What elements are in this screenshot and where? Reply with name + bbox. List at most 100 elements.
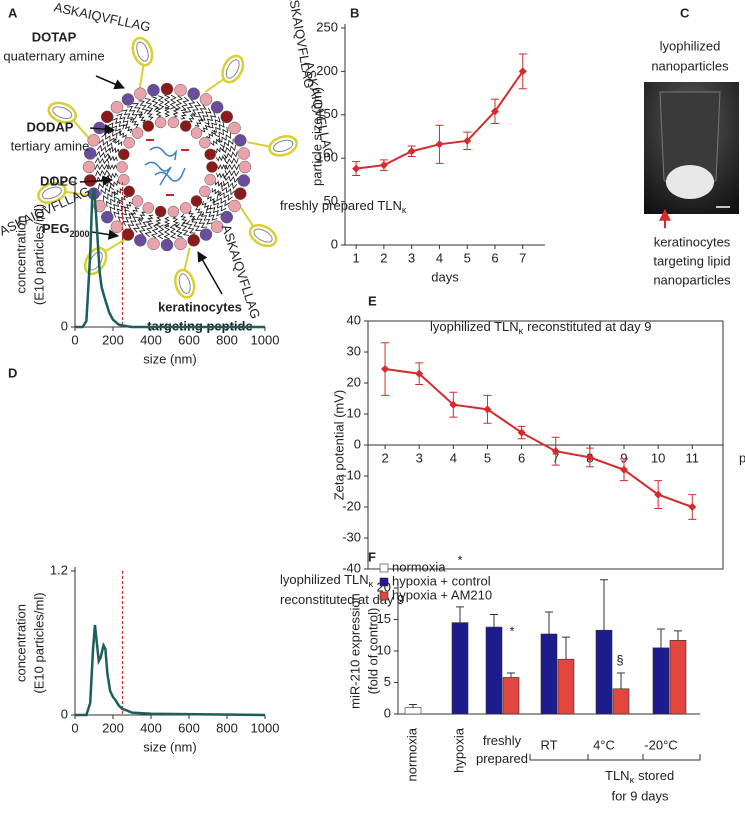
peg-loop <box>83 246 108 276</box>
y-tick-label: -20 <box>342 498 361 513</box>
data-point <box>463 136 472 145</box>
lipid-head <box>187 234 200 247</box>
bar <box>669 639 687 715</box>
lipid-tail <box>224 157 239 165</box>
lipid-tail <box>186 220 196 234</box>
lipid-tail <box>200 107 212 121</box>
lipid-head <box>206 161 218 173</box>
y-tick-label: 200 <box>316 63 338 78</box>
x-tick-label: 6 <box>491 250 498 265</box>
lipid-tail <box>180 221 190 236</box>
lipid-head <box>123 136 135 149</box>
error-bar <box>617 672 625 689</box>
error-bar <box>562 636 570 660</box>
x-tick-label: 800 <box>216 720 238 735</box>
group-label-part: κ <box>630 775 635 785</box>
y-tick-label: 100 <box>316 150 338 165</box>
x-tick-label: 200 <box>102 720 124 735</box>
x-tick-label: 5 <box>484 450 491 465</box>
series-line <box>75 624 266 717</box>
lipid-tail <box>132 219 144 233</box>
photo-caption: keratinocytes <box>654 234 731 249</box>
chart-title-part: reconstituted at day 9 <box>527 319 651 334</box>
chart-title-part: reconstituted at day 9 <box>280 592 404 607</box>
lipid-tail <box>129 118 139 128</box>
lipid-tail <box>180 213 188 224</box>
lipid-head <box>110 220 124 234</box>
lipid-tail <box>103 191 117 202</box>
y-tick-label: 250 <box>316 19 338 34</box>
lipid-head <box>154 205 167 218</box>
lipid-head <box>123 185 135 198</box>
lipid-head <box>131 195 144 207</box>
x-axis-label: pH <box>739 450 745 465</box>
lipid-tail <box>221 144 236 154</box>
data-point <box>517 428 526 437</box>
y-tick-label: 10 <box>377 642 391 657</box>
chart-title: lyophilized TLNκ reconstituted at day 9 <box>280 572 404 607</box>
lipid-tail <box>207 194 217 204</box>
lipid-tail <box>222 180 238 190</box>
lipid-tail <box>94 157 110 165</box>
peg-loop <box>268 135 298 157</box>
category-label-line: freshly <box>483 733 522 748</box>
lipid-head <box>142 120 155 132</box>
chart-title-part: freshly prepared TLN <box>280 198 402 213</box>
lipid-tail <box>201 200 212 211</box>
lipid-tail <box>137 211 146 222</box>
bar <box>652 647 670 715</box>
x-tick-label: 600 <box>178 332 200 347</box>
x-tick-label: 6 <box>518 450 525 465</box>
label-dodap: DODAP <box>27 119 74 134</box>
y-axis-label: Zeta potential (mV) <box>331 390 346 501</box>
peg-chain <box>65 190 89 197</box>
legend-label: hypoxia + AM210 <box>392 587 492 602</box>
lipid-tail <box>188 112 197 123</box>
lipid-head <box>118 173 130 186</box>
y-tick-label: 20 <box>347 374 361 389</box>
y-tick-label: 0 <box>61 318 68 333</box>
lipid-tail <box>144 98 154 113</box>
peg-loop <box>52 106 73 120</box>
lipid-tail <box>191 217 202 231</box>
x-tick-label: 10 <box>651 450 665 465</box>
data-point <box>381 365 390 374</box>
category-label: RT <box>540 737 557 752</box>
lipid-tail <box>116 113 129 126</box>
x-tick-label: 400 <box>140 332 162 347</box>
rna-strand <box>154 167 186 182</box>
lipid-tail <box>163 216 171 228</box>
lipid-head <box>160 238 174 252</box>
label-peg-main: PEG <box>42 221 69 236</box>
error-bar <box>657 628 665 648</box>
peg-chain <box>247 141 270 148</box>
rna-strand <box>149 146 178 161</box>
x-tick-label: 600 <box>178 720 200 735</box>
group-label-part: stored <box>638 768 674 783</box>
lipid-head <box>167 116 180 129</box>
lipid-tail <box>113 205 126 218</box>
panel-letter: C <box>680 5 690 20</box>
category-label: freshly prepared <box>476 733 528 766</box>
peg-loop <box>253 228 273 243</box>
lipid-tail <box>196 215 208 228</box>
x-tick-label: 3 <box>416 450 423 465</box>
lipid-tail <box>215 155 227 162</box>
peg-chain <box>105 238 126 252</box>
group-label: TLNκ stored <box>605 768 674 785</box>
y-tick-label: -40 <box>342 560 361 575</box>
lipid-head <box>167 205 180 218</box>
lipid-tail <box>224 169 240 177</box>
lipid-head <box>160 82 174 96</box>
lipid-tail <box>209 204 223 217</box>
lipid-tail <box>106 163 118 171</box>
lipid-tail <box>187 210 197 221</box>
error-bar <box>545 611 553 634</box>
error-bar <box>507 672 515 678</box>
lipid-head <box>228 121 241 135</box>
lipid-head <box>204 173 216 186</box>
y-axis-label: (E10 particles/ml) <box>31 592 46 693</box>
data-point <box>435 140 444 149</box>
annotation: * <box>509 623 514 638</box>
y-tick-label: 30 <box>347 343 361 358</box>
